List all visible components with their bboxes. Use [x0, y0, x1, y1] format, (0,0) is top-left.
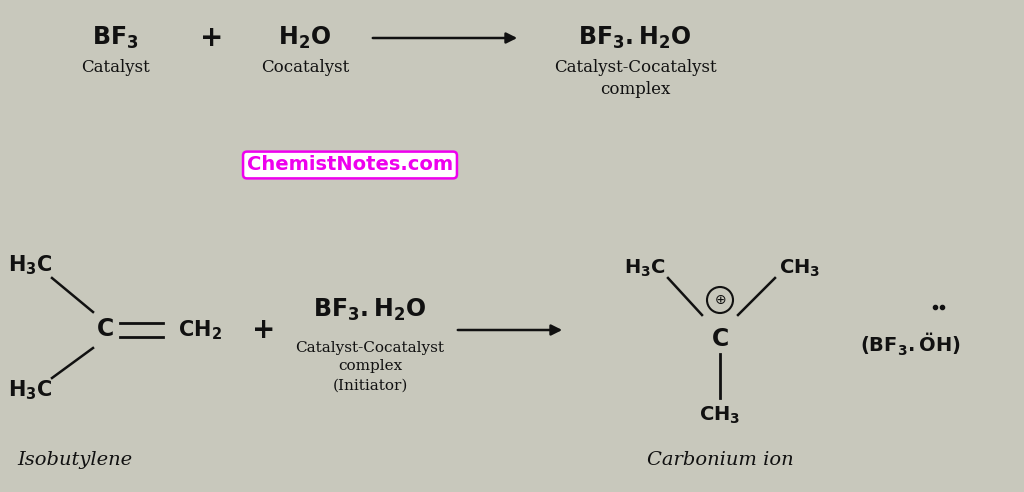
- Text: ChemistNotes.com: ChemistNotes.com: [247, 155, 453, 175]
- Text: $\mathbf{C}$: $\mathbf{C}$: [711, 329, 729, 351]
- Text: $\mathbf{(BF_3.\ddot{O}H)}$: $\mathbf{(BF_3.\ddot{O}H)}$: [860, 332, 961, 358]
- Text: $\mathbf{H_2O}$: $\mathbf{H_2O}$: [279, 25, 332, 51]
- Text: $\mathbf{CH_3}$: $\mathbf{CH_3}$: [699, 404, 740, 426]
- Text: $\mathbf{+}$: $\mathbf{+}$: [251, 316, 273, 343]
- Text: $\mathbf{C}$: $\mathbf{C}$: [96, 318, 114, 341]
- Text: Catalyst-Cocatalyst: Catalyst-Cocatalyst: [554, 60, 717, 76]
- Text: Catalyst: Catalyst: [81, 60, 150, 76]
- Text: $\mathbf{+}$: $\mathbf{+}$: [199, 25, 221, 52]
- Text: $\mathbf{BF_3.H_2O}$: $\mathbf{BF_3.H_2O}$: [579, 25, 691, 51]
- Text: complex: complex: [338, 359, 402, 373]
- Text: Catalyst-Cocatalyst: Catalyst-Cocatalyst: [296, 341, 444, 355]
- Text: $\mathbf{BF_3.H_2O}$: $\mathbf{BF_3.H_2O}$: [313, 297, 427, 323]
- Text: complex: complex: [600, 82, 670, 98]
- Text: $\mathbf{H_3C}$: $\mathbf{H_3C}$: [625, 257, 666, 278]
- Text: $\mathbf{H_3C}$: $\mathbf{H_3C}$: [8, 253, 52, 277]
- Text: Carbonium ion: Carbonium ion: [647, 451, 794, 469]
- Text: $\mathbf{H_3C}$: $\mathbf{H_3C}$: [8, 378, 52, 402]
- Text: $\mathbf{CH_3}$: $\mathbf{CH_3}$: [779, 257, 820, 278]
- Text: $\mathbf{CH_2}$: $\mathbf{CH_2}$: [178, 318, 222, 342]
- Text: (Initiator): (Initiator): [333, 379, 408, 393]
- Text: Cocatalyst: Cocatalyst: [261, 60, 349, 76]
- Text: $\mathbf{BF_3}$: $\mathbf{BF_3}$: [92, 25, 138, 51]
- Text: $\oplus$: $\oplus$: [714, 293, 726, 307]
- Text: Isobutylene: Isobutylene: [17, 451, 132, 469]
